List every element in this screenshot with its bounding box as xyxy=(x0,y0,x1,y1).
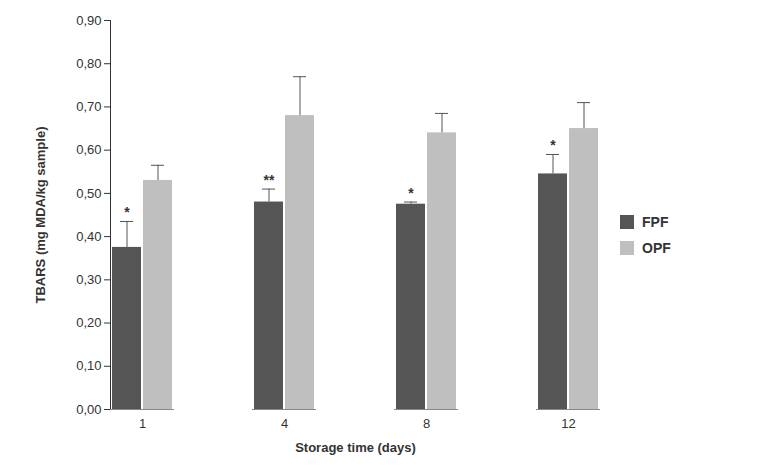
svg-text:0,20: 0,20 xyxy=(76,315,101,330)
svg-text:0,60: 0,60 xyxy=(76,142,101,157)
svg-text:0,50: 0,50 xyxy=(76,186,101,201)
svg-text:8: 8 xyxy=(423,416,430,431)
svg-text:TBARS (mg MDA/kg sample): TBARS (mg MDA/kg sample) xyxy=(33,127,48,304)
svg-text:Storage time (days): Storage time (days) xyxy=(295,440,416,455)
html-text:FPF: FPF xyxy=(642,213,669,230)
svg-text:*: * xyxy=(550,137,556,153)
svg-text:0,40: 0,40 xyxy=(76,229,101,244)
svg-text:12: 12 xyxy=(561,416,575,431)
svg-text:*: * xyxy=(408,185,414,201)
svg-text:0,10: 0,10 xyxy=(76,358,101,373)
svg-text:0,80: 0,80 xyxy=(76,56,101,71)
html-text:OPF: OPF xyxy=(642,239,671,256)
svg-text:0,00: 0,00 xyxy=(76,402,101,417)
svg-text:**: ** xyxy=(264,172,275,188)
svg-text:0,90: 0,90 xyxy=(76,13,101,28)
svg-text:*: * xyxy=(124,204,130,220)
svg-text:0,30: 0,30 xyxy=(76,272,101,287)
svg-text:0,70: 0,70 xyxy=(76,99,101,114)
svg-text:1: 1 xyxy=(139,416,146,431)
svg-text:4: 4 xyxy=(281,416,288,431)
